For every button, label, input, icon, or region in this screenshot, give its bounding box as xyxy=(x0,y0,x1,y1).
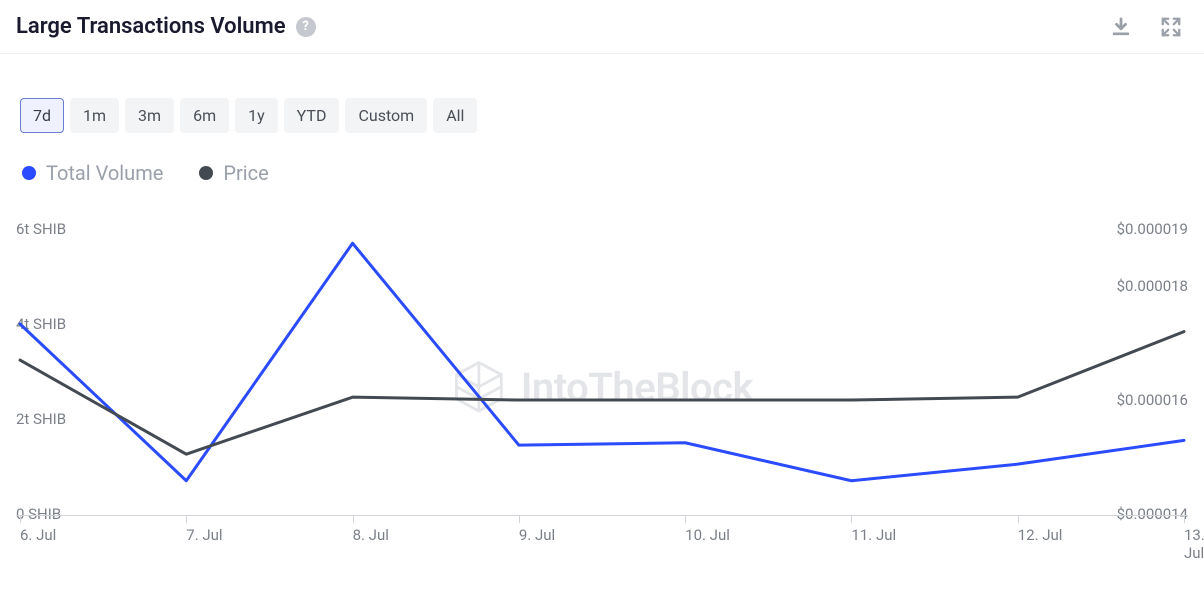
plot-region: 0 SHIB2t SHIB4t SHIB6t SHIB $0.000014$0.… xyxy=(16,229,1188,514)
range-button-1m[interactable]: 1m xyxy=(70,98,119,133)
chart-legend: Total Volume Price xyxy=(0,133,1204,185)
legend-dot xyxy=(22,166,36,180)
range-button-all[interactable]: All xyxy=(433,98,477,133)
legend-dot xyxy=(199,166,213,180)
range-button-ytd[interactable]: YTD xyxy=(284,98,340,133)
header-right xyxy=(1110,16,1188,38)
x-tick: 8. Jul xyxy=(353,516,389,544)
x-tick: 11. Jul xyxy=(851,516,896,544)
range-button-custom[interactable]: Custom xyxy=(345,98,427,133)
x-tick: 13. Jul xyxy=(1184,516,1204,562)
range-button-6m[interactable]: 6m xyxy=(180,98,229,133)
x-tick: 10. Jul xyxy=(685,516,730,544)
range-button-1y[interactable]: 1y xyxy=(235,98,278,133)
expand-icon[interactable] xyxy=(1160,16,1182,38)
range-button-3m[interactable]: 3m xyxy=(125,98,174,133)
x-axis: 6. Jul 7. Jul 8. Jul 9. Jul 10. Jul 11. Jul 12… xyxy=(16,515,1188,549)
time-range-selector: 7d1m3m6m1yYTDCustomAll xyxy=(0,54,1204,133)
help-icon[interactable]: ? xyxy=(296,17,316,37)
series-line-total-volume xyxy=(20,243,1184,481)
header-bar: Large Transactions Volume ? xyxy=(0,0,1204,54)
x-tick: 9. Jul xyxy=(519,516,555,544)
legend-item-price[interactable]: Price xyxy=(199,161,268,185)
x-tick: 7. Jul xyxy=(186,516,222,544)
x-tick: 6. Jul xyxy=(20,516,56,544)
header-left: Large Transactions Volume ? xyxy=(16,14,316,39)
legend-label: Total Volume xyxy=(46,161,163,185)
download-icon[interactable] xyxy=(1110,17,1132,37)
series-line-price xyxy=(20,332,1184,455)
legend-item-total-volume[interactable]: Total Volume xyxy=(22,161,163,185)
page-title: Large Transactions Volume xyxy=(16,14,286,39)
range-button-7d[interactable]: 7d xyxy=(20,98,64,133)
chart-area: IntoTheBlock 0 SHIB2t SHIB4t SHIB6t SHIB… xyxy=(16,229,1188,549)
legend-label: Price xyxy=(223,161,268,185)
x-tick: 12. Jul xyxy=(1018,516,1063,544)
chart-lines xyxy=(16,229,1188,514)
